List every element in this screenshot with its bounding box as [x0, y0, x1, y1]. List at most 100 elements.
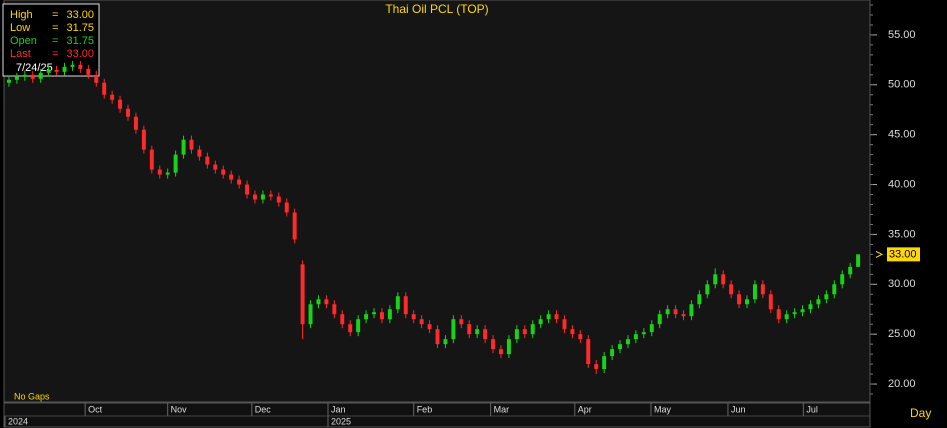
candle-body: [776, 309, 781, 320]
candle-body: [705, 284, 710, 295]
y-tick-label: 25.00: [888, 328, 916, 340]
candle-body: [840, 274, 845, 285]
candle-body: [22, 74, 27, 77]
x-tick-label: Mar: [494, 404, 510, 414]
candle-body: [403, 296, 408, 315]
candle-body: [641, 332, 646, 335]
x-tick-label: Oct: [88, 404, 103, 414]
candle-body: [70, 64, 75, 67]
candle-body: [522, 329, 527, 335]
interval-label: Day: [910, 406, 931, 420]
candle-body: [126, 108, 130, 117]
candle-body: [189, 139, 194, 150]
candle-body: [14, 76, 19, 80]
x-tick-label: Feb: [417, 404, 433, 414]
candle-body: [38, 72, 43, 79]
candle-body: [141, 129, 146, 150]
info-eq: =: [52, 22, 58, 34]
candle-body: [165, 172, 170, 175]
candle-body: [681, 314, 686, 317]
candle-body: [221, 169, 226, 175]
info-value: 33.00: [66, 9, 94, 21]
candle-body: [435, 329, 440, 345]
last-price-label: 33.00: [889, 248, 917, 260]
candle-body: [729, 284, 734, 295]
candle-body: [332, 304, 337, 315]
candle-body: [229, 174, 234, 180]
candle-body: [94, 74, 99, 83]
info-eq: =: [52, 35, 58, 47]
candle-body: [514, 329, 519, 340]
candle-body: [364, 314, 369, 320]
candle-body: [86, 68, 91, 75]
y-tick-label: 20.00: [888, 378, 916, 390]
candle-body: [340, 314, 345, 325]
candle-body: [721, 274, 726, 285]
candle-body: [237, 179, 242, 185]
candle-body: [419, 319, 424, 325]
note: No Gaps: [14, 391, 50, 401]
last-price-box: [887, 247, 920, 262]
candle-body: [554, 314, 559, 320]
candle-body: [78, 64, 83, 69]
candle-body: [737, 294, 742, 305]
candle-body: [546, 314, 551, 320]
info-value: 31.75: [66, 35, 94, 47]
candle-body: [578, 334, 583, 340]
candle-body: [649, 324, 654, 333]
candle-body: [316, 299, 321, 305]
candle-body: [157, 169, 162, 175]
candle-body: [491, 339, 496, 350]
candle-body: [586, 339, 591, 365]
candle-body: [784, 314, 789, 320]
y-tick-label: 35.00: [888, 228, 916, 240]
candle-body: [411, 314, 416, 320]
candle-body: [562, 319, 567, 330]
candle-body: [379, 312, 384, 320]
y-tick-label: 40.00: [888, 178, 916, 190]
candle-body: [832, 284, 837, 295]
candle-body: [665, 309, 670, 315]
candle-body: [451, 319, 456, 340]
candle-body: [768, 294, 773, 310]
y-tick-label: 45.00: [888, 129, 916, 141]
candle-body: [745, 299, 749, 305]
candle-body: [387, 309, 392, 320]
candle-body: [673, 309, 678, 315]
candle-body: [800, 309, 805, 313]
candle-body: [459, 319, 464, 325]
candle-body: [538, 319, 543, 325]
candle-body: [46, 69, 51, 73]
y-tick-label: 55.00: [888, 29, 916, 41]
candle-body: [54, 69, 59, 72]
candle-body: [252, 194, 257, 200]
candle-body: [792, 312, 797, 315]
candle-body: [657, 314, 662, 325]
y-tick-label: 30.00: [888, 278, 916, 290]
info-value: 31.75: [66, 22, 94, 34]
x-tick-label: Nov: [171, 404, 188, 414]
candle-body: [594, 364, 599, 370]
x-tick-label: May: [654, 404, 672, 414]
candle-body: [260, 194, 265, 200]
y-tick-label: 50.00: [888, 79, 916, 91]
x-tick-label: Apr: [578, 404, 592, 414]
candle-body: [848, 266, 853, 275]
candle-body: [483, 329, 488, 340]
candle-body: [618, 344, 623, 350]
candle-body: [348, 324, 353, 333]
candle-body: [300, 264, 305, 325]
candle-body: [324, 299, 329, 305]
candle-body: [697, 294, 702, 305]
year-label: 2025: [331, 416, 351, 426]
candle-body: [760, 284, 765, 295]
x-tick-label: Dec: [255, 404, 272, 414]
candle-body: [602, 356, 607, 370]
candle-body: [245, 184, 250, 195]
info-label: Low: [10, 22, 30, 34]
candle-body: [475, 329, 480, 335]
candle-body: [118, 99, 123, 109]
candle-body: [213, 164, 218, 170]
candle-body: [149, 149, 154, 170]
